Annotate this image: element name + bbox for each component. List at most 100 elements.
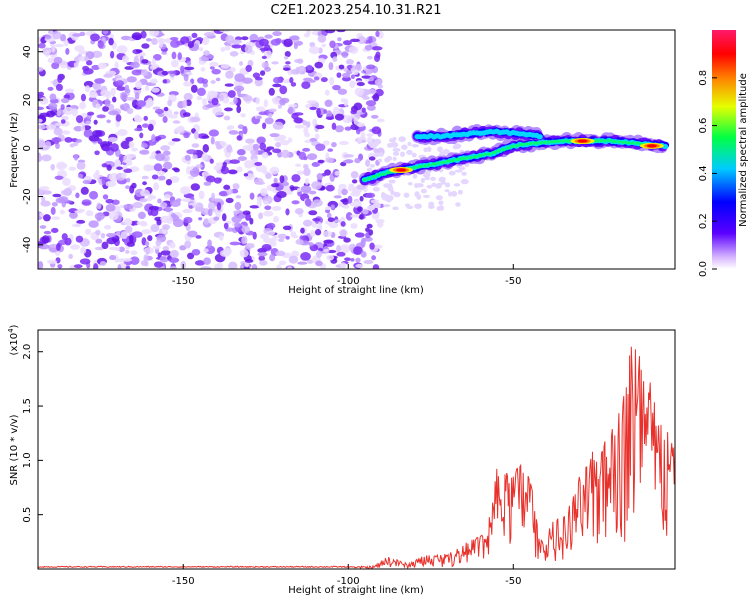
- noise-cell: [271, 97, 281, 103]
- ridge-cell: [547, 140, 552, 144]
- noise-cell: [337, 187, 342, 196]
- noise-cell: [281, 149, 290, 159]
- noise-cell: [447, 191, 453, 197]
- noise-cell: [147, 235, 153, 242]
- noise-cell: [169, 37, 179, 41]
- noise-cell: [224, 83, 234, 87]
- noise-cell: [90, 33, 100, 42]
- noise-cell: [301, 81, 311, 89]
- noise-cell: [183, 92, 193, 102]
- noise-cell: [182, 99, 188, 108]
- noise-cell: [306, 153, 318, 161]
- noise-cell: [92, 83, 99, 89]
- noise-cell: [68, 166, 77, 171]
- noise-cell: [52, 30, 62, 40]
- noise-cell: [350, 171, 359, 179]
- noise-cell: [235, 195, 242, 199]
- noise-cell: [114, 247, 121, 252]
- noise-cell: [186, 60, 192, 66]
- noise-cell: [338, 140, 349, 146]
- noise-cell: [398, 136, 406, 143]
- noise-cell: [75, 115, 84, 123]
- noise-cell: [43, 230, 52, 235]
- spectrogram-y-ticks: -40 -20 0 20 40: [22, 45, 43, 253]
- noise-cell: [54, 122, 65, 127]
- noise-cell: [241, 225, 251, 234]
- noise-cell: [293, 43, 298, 50]
- noise-cell: [259, 260, 268, 266]
- ridge-cell: [616, 140, 622, 144]
- spectrogram-y-tick-label: 0: [22, 145, 33, 151]
- noise-cell: [444, 149, 450, 154]
- noise-cell: [453, 143, 462, 149]
- noise-cell: [240, 113, 246, 118]
- noise-cell: [134, 92, 140, 100]
- noise-cell: [85, 228, 92, 235]
- noise-cell: [377, 158, 383, 163]
- noise-cell: [114, 61, 119, 70]
- noise-cell: [304, 178, 310, 185]
- noise-cell: [356, 82, 365, 87]
- noise-cell: [350, 214, 360, 218]
- noise-cell: [316, 250, 322, 258]
- noise-cell: [93, 119, 98, 125]
- noise-cell: [337, 37, 342, 42]
- noise-cell: [128, 141, 135, 148]
- noise-cell: [287, 106, 294, 115]
- snr-y-tick-label: 2.0: [22, 344, 33, 360]
- ridge-cell: [454, 157, 460, 162]
- noise-cell: [147, 123, 154, 132]
- noise-cell: [166, 216, 173, 224]
- noise-cell: [263, 99, 268, 108]
- noise-cell: [75, 192, 80, 199]
- noise-cell: [273, 76, 282, 84]
- noise-cell: [97, 40, 104, 49]
- noise-cell: [316, 173, 323, 181]
- noise-cell: [149, 30, 160, 37]
- noise-cell: [183, 81, 192, 87]
- noise-cell: [44, 141, 52, 149]
- noise-cell: [219, 249, 231, 257]
- noise-cell: [94, 212, 105, 221]
- noise-cell: [308, 242, 314, 247]
- noise-cell: [225, 70, 234, 79]
- noise-cell: [105, 199, 114, 204]
- ridge-cell: [625, 141, 631, 145]
- noise-cell: [51, 216, 61, 220]
- noise-cell: [393, 191, 401, 198]
- noise-cell: [269, 133, 280, 138]
- noise-cell: [342, 40, 352, 46]
- noise-cell: [221, 213, 227, 222]
- noise-cell: [268, 240, 277, 247]
- noise-cell: [275, 142, 282, 148]
- ridge-cell: [376, 173, 381, 177]
- noise-cell: [96, 202, 102, 210]
- noise-cell: [38, 106, 45, 111]
- noise-cell: [366, 223, 373, 229]
- noise-cell: [242, 95, 253, 102]
- noise-cell: [340, 229, 347, 237]
- noise-cell: [41, 154, 52, 162]
- spectrogram-y-tick-label: 40: [22, 45, 33, 58]
- colorbar-tick-label: 0.8: [698, 70, 709, 86]
- noise-cell: [359, 213, 364, 220]
- noise-cell: [117, 264, 122, 269]
- noise-cell: [300, 185, 312, 193]
- snr-y-ticks: 0.5 1.0 1.5 2.0: [22, 344, 43, 523]
- noise-cell: [264, 34, 273, 39]
- snr-frame: [37, 329, 676, 570]
- colorbar-tick-label: 0.2: [698, 213, 709, 229]
- ridge-cell: [556, 139, 562, 143]
- noise-cell: [215, 77, 221, 82]
- noise-cell: [307, 259, 314, 264]
- noise-cell: [339, 244, 351, 253]
- noise-cell: [348, 46, 359, 54]
- noise-cell: [279, 139, 290, 146]
- noise-cell: [218, 94, 224, 102]
- noise-cell: [114, 159, 121, 166]
- noise-cell: [372, 202, 381, 209]
- noise-cell: [435, 183, 442, 189]
- noise-cell: [203, 218, 209, 225]
- noise-cell: [87, 111, 95, 116]
- noise-cell: [44, 35, 52, 39]
